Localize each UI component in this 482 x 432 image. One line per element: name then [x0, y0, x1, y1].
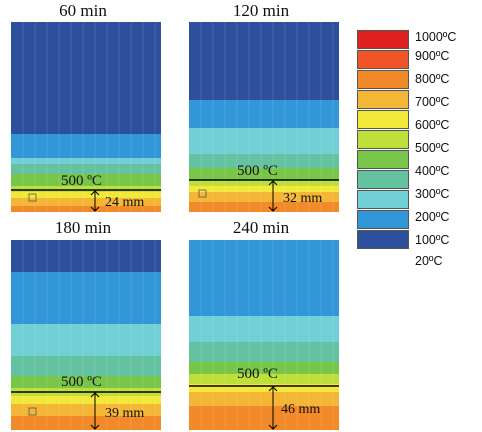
- legend-label-200: 200ºC: [415, 210, 450, 224]
- legend-swatch-500: [357, 130, 409, 149]
- isotherm-label: 500 ºC: [237, 366, 278, 382]
- thermal-map-60min: 500 ºC 24 mm: [11, 22, 161, 212]
- panel-title-180: 180 min: [54, 218, 112, 237]
- depth-label: 24 mm: [105, 195, 144, 210]
- legend-swatch-700: [357, 90, 409, 109]
- legend-swatch-400: [357, 150, 409, 169]
- legend-label-700: 700ºC: [415, 95, 450, 109]
- legend-swatch-600: [357, 110, 409, 129]
- panel-title-60: 60 min: [59, 1, 107, 20]
- panel-title-240: 240 min: [232, 218, 290, 237]
- legend-swatch-1000: [357, 30, 409, 49]
- legend-swatch-100: [357, 210, 409, 229]
- depth-label: 46 mm: [281, 402, 320, 417]
- legend-label-1000: 1000ºC: [415, 30, 457, 44]
- isotherm-label: 500 ºC: [61, 374, 102, 390]
- thermal-map-240min: 500 ºC 46 mm: [189, 240, 339, 430]
- legend-swatch-800: [357, 70, 409, 89]
- legend-label-900: 900ºC: [415, 49, 450, 63]
- panel-title-120: 120 min: [232, 1, 290, 20]
- legend-label-600: 600ºC: [415, 118, 450, 132]
- legend-label-300: 300ºC: [415, 187, 450, 201]
- legend-swatch-900: [357, 50, 409, 69]
- legend-label-800: 800ºC: [415, 72, 450, 86]
- legend-label-400: 400ºC: [415, 164, 450, 178]
- isotherm-label: 500 ºC: [237, 163, 278, 179]
- legend-swatch-300: [357, 170, 409, 189]
- legend-label-100: 100ºC: [415, 233, 450, 247]
- thermal-map-120min: 500 ºC 32 mm: [189, 22, 339, 212]
- legend-label-20: 20ºC: [415, 254, 443, 268]
- thermal-map-180min: 500 ºC 39 mm: [11, 240, 161, 430]
- legend-label-500: 500ºC: [415, 141, 450, 155]
- legend-swatch-200: [357, 190, 409, 209]
- depth-label: 39 mm: [105, 406, 144, 421]
- legend-swatch-20: [357, 230, 409, 249]
- isotherm-label: 500 ºC: [61, 173, 102, 189]
- depth-label: 32 mm: [283, 191, 322, 206]
